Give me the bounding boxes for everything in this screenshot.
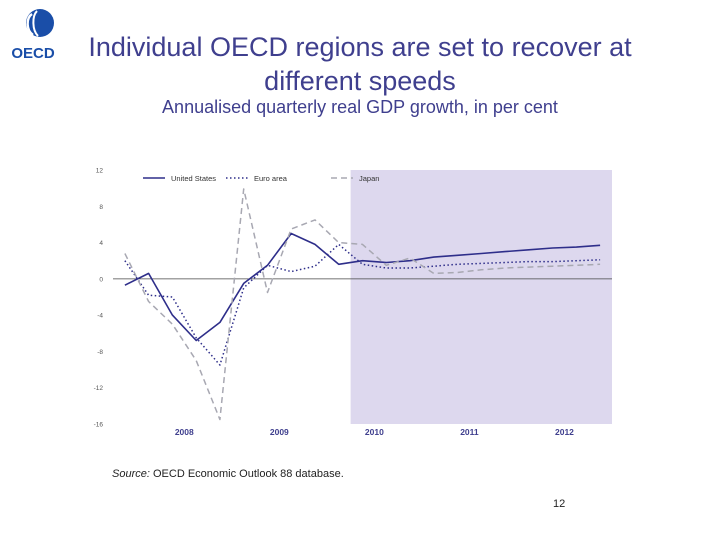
- series-line-united-states: [124, 232, 601, 342]
- gdp-growth-chart: 12 8 4 0 -4 -8 -12 -16 2008 2009 2010 2011 2012 Unite…: [94, 168, 612, 437]
- x-tick-label: 2010: [365, 427, 384, 437]
- x-tick-label: 2008: [175, 427, 194, 437]
- series-line-euro-area: [124, 243, 601, 366]
- x-tick-label: 2011: [460, 427, 479, 437]
- projection-area: [350, 170, 612, 424]
- oecd-logo-icon: OECD: [11, 9, 55, 62]
- y-tick-label: -8: [97, 349, 103, 356]
- page-number: 12: [553, 498, 566, 510]
- source-note: Source: OECD Economic Outlook 88 databas…: [112, 468, 344, 480]
- y-tick-label: -4: [97, 313, 103, 320]
- source-text: OECD Economic Outlook 88 database.: [152, 468, 344, 480]
- legend-label: United States: [171, 174, 216, 183]
- source-label: Source:: [112, 468, 150, 480]
- x-tick-label: 2009: [270, 427, 289, 437]
- slide-title: Individual OECD regions are set to recov…: [88, 32, 632, 96]
- legend-label: Euro area: [254, 174, 288, 183]
- y-tick-label: 4: [99, 240, 103, 247]
- y-tick-label: -12: [94, 385, 104, 392]
- y-tick-label: 0: [99, 276, 103, 283]
- legend-label: Japan: [359, 174, 379, 183]
- x-tick-label: 2012: [555, 427, 574, 437]
- slide-subtitle: Annualised quarterly real GDP growth, in…: [162, 97, 558, 117]
- y-tick-label: -16: [94, 422, 104, 429]
- series-line-japan: [124, 188, 601, 421]
- logo-text: OECD: [11, 45, 55, 62]
- y-tick-label: 8: [99, 204, 103, 211]
- y-tick-label: 12: [96, 168, 104, 175]
